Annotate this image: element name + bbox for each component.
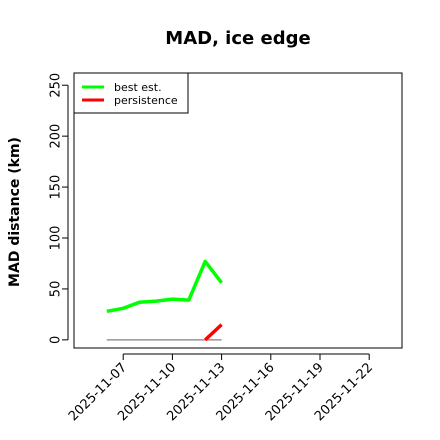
legend-label: best est.	[114, 81, 162, 94]
plot-area-frame	[73, 72, 403, 349]
series-layer	[106, 259, 223, 342]
y-tick-label: 200	[49, 124, 64, 149]
y-axis: 0 50 100 150 200 250	[49, 73, 69, 344]
chart-title: MAD, ice edge	[165, 28, 310, 49]
series-line-persistence	[204, 323, 223, 342]
series-line-best-est	[106, 259, 223, 314]
legend-label: persistence	[114, 94, 178, 107]
y-tick-label: 250	[49, 73, 64, 98]
legend: best est.persistence	[73, 72, 189, 114]
y-tick-label: 50	[49, 281, 64, 298]
y-tick-label: 100	[49, 226, 64, 251]
y-tick-label: 150	[49, 175, 64, 200]
y-tick-label: 0	[49, 336, 64, 344]
legend-box	[73, 72, 189, 114]
y-axis-label: MAD distance (km)	[7, 137, 23, 287]
x-axis: 2025-11-072025-11-102025-11-132025-11-16…	[66, 353, 376, 424]
